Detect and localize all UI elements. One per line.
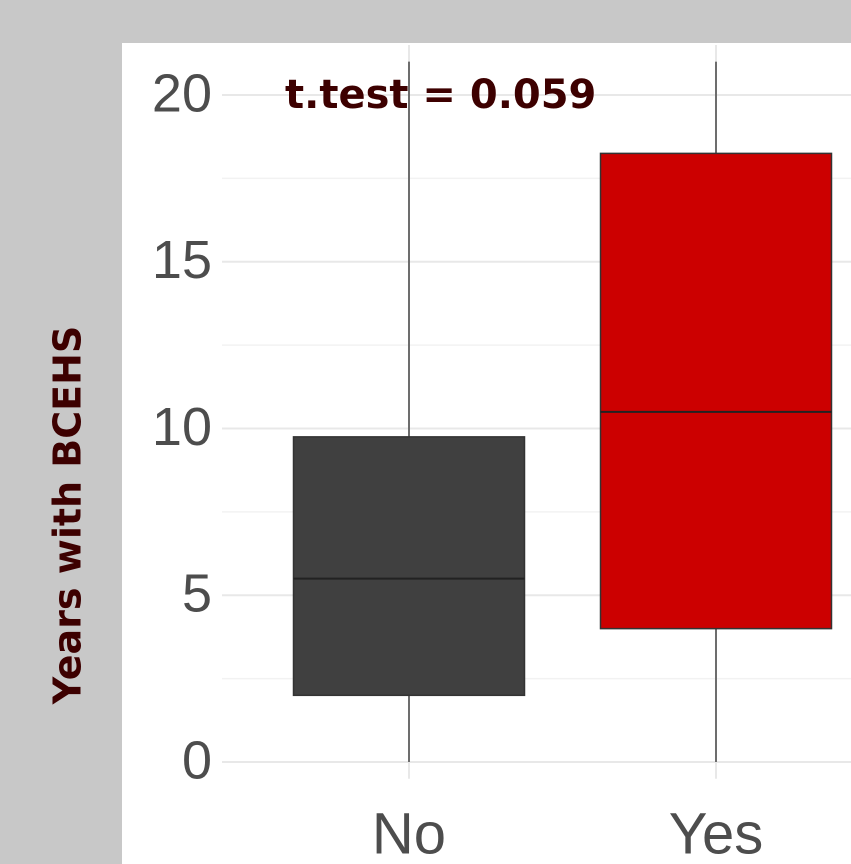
- y-tick-label: 0: [182, 730, 212, 790]
- y-tick-label: 20: [152, 63, 212, 123]
- box: [599, 152, 833, 630]
- y-axis-title: Years with BCEHS: [46, 326, 90, 706]
- annotation: t.test = 0.059: [285, 72, 596, 118]
- y-tick-label: 10: [152, 397, 212, 457]
- y-tick-label: 5: [182, 564, 212, 624]
- box: [292, 436, 526, 697]
- y-tick-label: 15: [152, 230, 212, 290]
- x-tick-label: Yes: [669, 801, 764, 864]
- marks: [292, 61, 833, 763]
- x-tick-label: No: [372, 801, 446, 864]
